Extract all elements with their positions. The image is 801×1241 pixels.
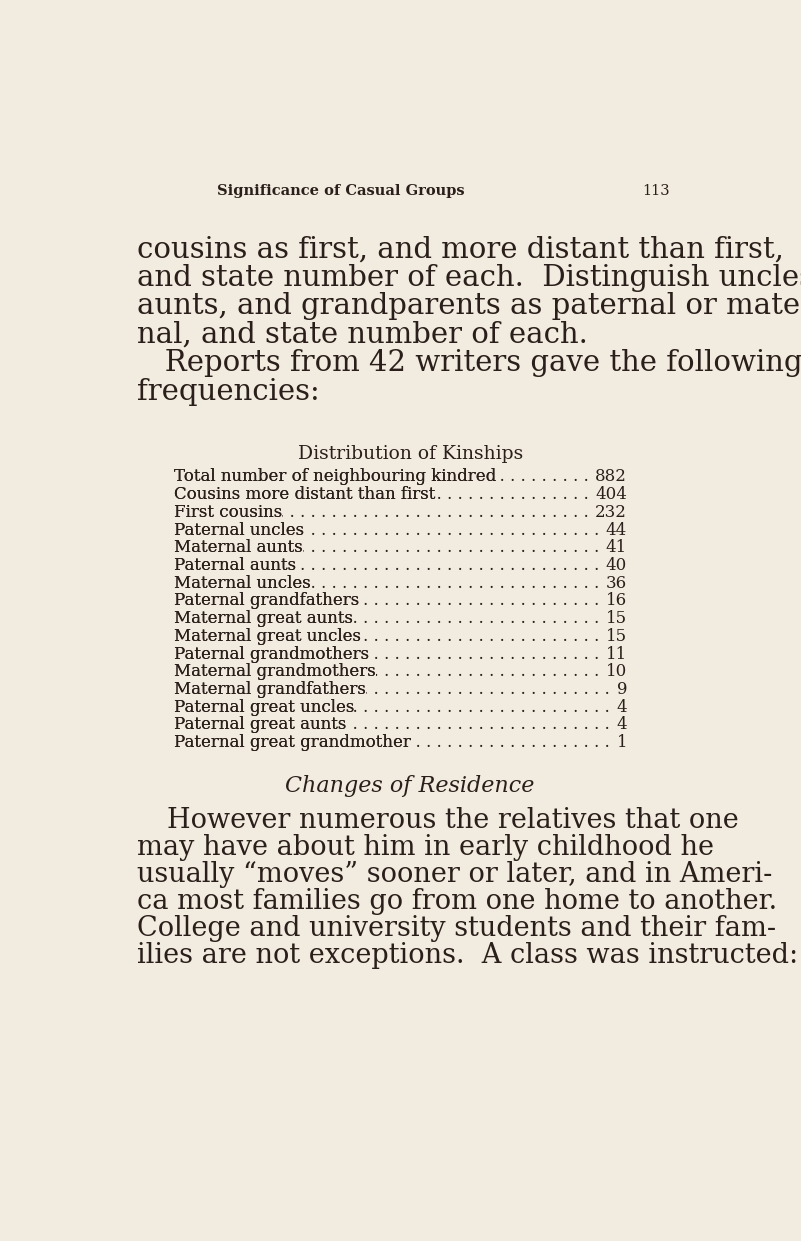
Text: 40: 40 xyxy=(606,557,627,575)
Text: Changes of Residence: Changes of Residence xyxy=(285,774,535,797)
Text: Maternal uncles: Maternal uncles xyxy=(174,575,311,592)
Text: . . . . . . . . . . . . . . . . . . . . . . . . . . . . . . . . . . . . . . . . : . . . . . . . . . . . . . . . . . . . . … xyxy=(174,486,610,503)
Text: 44: 44 xyxy=(606,521,627,539)
Text: Cousins more distant than first: Cousins more distant than first xyxy=(174,486,435,503)
Text: 4: 4 xyxy=(617,716,627,733)
Text: 882: 882 xyxy=(595,468,627,485)
Text: Maternal grandfathers: Maternal grandfathers xyxy=(174,681,365,697)
Text: 40: 40 xyxy=(606,557,627,575)
Text: 232: 232 xyxy=(595,504,627,521)
Text: Paternal aunts: Paternal aunts xyxy=(174,557,296,575)
Text: ilies are not exceptions.  A class was instructed:: ilies are not exceptions. A class was in… xyxy=(137,942,799,969)
Text: Maternal grandmothers: Maternal grandmothers xyxy=(174,663,376,680)
Text: College and university students and their fam-: College and university students and thei… xyxy=(137,915,776,942)
Text: Paternal grandfathers: Paternal grandfathers xyxy=(174,592,359,609)
Text: Paternal grandfathers: Paternal grandfathers xyxy=(174,592,359,609)
Text: 36: 36 xyxy=(606,575,627,592)
Text: 882: 882 xyxy=(595,468,627,485)
Text: Significance of Casual Groups: Significance of Casual Groups xyxy=(216,184,465,199)
Text: Paternal great grandmother: Paternal great grandmother xyxy=(174,735,411,751)
Text: Paternal great aunts: Paternal great aunts xyxy=(174,716,346,733)
Text: 404: 404 xyxy=(595,486,627,503)
Text: 36: 36 xyxy=(606,575,627,592)
Text: 232: 232 xyxy=(595,504,627,521)
Text: Maternal aunts: Maternal aunts xyxy=(174,540,303,556)
Text: 404: 404 xyxy=(595,486,627,503)
Text: Paternal aunts: Paternal aunts xyxy=(174,557,296,575)
Text: Paternal grandmothers: Paternal grandmothers xyxy=(174,645,369,663)
Text: Paternal grandmothers: Paternal grandmothers xyxy=(174,645,369,663)
Text: 113: 113 xyxy=(642,184,670,199)
Text: 11: 11 xyxy=(606,645,627,663)
Text: First cousins: First cousins xyxy=(174,504,282,521)
Text: 44: 44 xyxy=(606,521,627,539)
Text: usually “moves” sooner or later, and in Ameri-: usually “moves” sooner or later, and in … xyxy=(137,861,773,889)
Text: 15: 15 xyxy=(606,611,627,627)
Text: Maternal great uncles: Maternal great uncles xyxy=(174,628,360,645)
Text: cousins as first, and more distant than first,: cousins as first, and more distant than … xyxy=(137,235,784,263)
Text: . . . . . . . . . . . . . . . . . . . . . . . . . . . . . . . . . . . . . . . . : . . . . . . . . . . . . . . . . . . . . … xyxy=(174,735,610,751)
Text: Maternal uncles: Maternal uncles xyxy=(174,575,311,592)
Text: Maternal great uncles: Maternal great uncles xyxy=(174,628,360,645)
Text: . . . . . . . . . . . . . . . . . . . . . . . . . . . . . . . . . . . . . . . . : . . . . . . . . . . . . . . . . . . . . … xyxy=(174,557,610,575)
Text: 9: 9 xyxy=(617,681,627,697)
Text: . . . . . . . . . . . . . . . . . . . . . . . . . . . . . . . . . . . . . . . . : . . . . . . . . . . . . . . . . . . . . … xyxy=(174,575,610,592)
Text: 11: 11 xyxy=(606,645,627,663)
Text: . . . . . . . . . . . . . . . . . . . . . . . . . . . . . . . . . . . . . . . . : . . . . . . . . . . . . . . . . . . . . … xyxy=(174,628,610,645)
Text: Maternal great aunts: Maternal great aunts xyxy=(174,611,352,627)
Text: may have about him in early childhood he: may have about him in early childhood he xyxy=(137,834,714,861)
Text: . . . . . . . . . . . . . . . . . . . . . . . . . . . . . . . . . . . . . . . . : . . . . . . . . . . . . . . . . . . . . … xyxy=(174,681,610,697)
Text: aunts, and grandparents as paternal or mater-: aunts, and grandparents as paternal or m… xyxy=(137,292,801,320)
Text: 4: 4 xyxy=(617,716,627,733)
Text: However numerous the relatives that one: However numerous the relatives that one xyxy=(167,807,739,834)
Text: Maternal aunts: Maternal aunts xyxy=(174,540,303,556)
Text: First cousins: First cousins xyxy=(174,504,282,521)
Text: Paternal uncles: Paternal uncles xyxy=(174,521,304,539)
Text: Total number of neighbouring kindred: Total number of neighbouring kindred xyxy=(174,468,496,485)
Text: 4: 4 xyxy=(617,699,627,716)
Text: Maternal grandmothers: Maternal grandmothers xyxy=(174,663,376,680)
Text: . . . . . . . . . . . . . . . . . . . . . . . . . . . . . . . . . . . . . . . . : . . . . . . . . . . . . . . . . . . . . … xyxy=(174,592,610,609)
Text: 1: 1 xyxy=(617,735,627,751)
Text: Paternal great grandmother: Paternal great grandmother xyxy=(174,735,411,751)
Text: 1: 1 xyxy=(617,735,627,751)
Text: Maternal grandfathers: Maternal grandfathers xyxy=(174,681,365,697)
Text: . . . . . . . . . . . . . . . . . . . . . . . . . . . . . . . . . . . . . . . . : . . . . . . . . . . . . . . . . . . . . … xyxy=(174,645,610,663)
Text: Paternal great aunts: Paternal great aunts xyxy=(174,716,346,733)
Text: 10: 10 xyxy=(606,663,627,680)
Text: . . . . . . . . . . . . . . . . . . . . . . . . . . . . . . . . . . . . . . . . : . . . . . . . . . . . . . . . . . . . . … xyxy=(174,468,610,485)
Text: . . . . . . . . . . . . . . . . . . . . . . . . . . . . . . . . . . . . . . . . : . . . . . . . . . . . . . . . . . . . . … xyxy=(174,504,610,521)
Text: 10: 10 xyxy=(606,663,627,680)
Text: 4: 4 xyxy=(617,699,627,716)
Text: ca most families go from one home to another.: ca most families go from one home to ano… xyxy=(137,889,778,915)
Text: Reports from 42 writers gave the following: Reports from 42 writers gave the followi… xyxy=(137,349,801,377)
Text: . . . . . . . . . . . . . . . . . . . . . . . . . . . . . . . . . . . . . . . . : . . . . . . . . . . . . . . . . . . . . … xyxy=(174,699,610,716)
Text: Total number of neighbouring kindred: Total number of neighbouring kindred xyxy=(174,468,496,485)
Text: 41: 41 xyxy=(606,540,627,556)
Text: . . . . . . . . . . . . . . . . . . . . . . . . . . . . . . . . . . . . . . . . : . . . . . . . . . . . . . . . . . . . . … xyxy=(174,716,610,733)
Text: Paternal uncles: Paternal uncles xyxy=(174,521,304,539)
Text: 16: 16 xyxy=(606,592,627,609)
Text: Paternal great uncles: Paternal great uncles xyxy=(174,699,354,716)
Text: 9: 9 xyxy=(617,681,627,697)
Text: 15: 15 xyxy=(606,611,627,627)
Text: . . . . . . . . . . . . . . . . . . . . . . . . . . . . . . . . . . . . . . . . : . . . . . . . . . . . . . . . . . . . . … xyxy=(174,540,610,556)
Text: 16: 16 xyxy=(606,592,627,609)
Text: frequencies:: frequencies: xyxy=(137,377,320,406)
Text: . . . . . . . . . . . . . . . . . . . . . . . . . . . . . . . . . . . . . . . . : . . . . . . . . . . . . . . . . . . . . … xyxy=(174,611,610,627)
Text: Maternal great aunts: Maternal great aunts xyxy=(174,611,352,627)
Text: Cousins more distant than first: Cousins more distant than first xyxy=(174,486,435,503)
Text: . . . . . . . . . . . . . . . . . . . . . . . . . . . . . . . . . . . . . . . . : . . . . . . . . . . . . . . . . . . . . … xyxy=(174,521,610,539)
Text: 15: 15 xyxy=(606,628,627,645)
Text: . . . . . . . . . . . . . . . . . . . . . . . . . . . . . . . . . . . . . . . . : . . . . . . . . . . . . . . . . . . . . … xyxy=(174,663,610,680)
Text: and state number of each.  Distinguish uncles,: and state number of each. Distinguish un… xyxy=(137,263,801,292)
Text: Distribution of Kinships: Distribution of Kinships xyxy=(297,446,523,463)
Text: 15: 15 xyxy=(606,628,627,645)
Text: nal, and state number of each.: nal, and state number of each. xyxy=(137,320,588,349)
Text: 41: 41 xyxy=(606,540,627,556)
Text: Paternal great uncles: Paternal great uncles xyxy=(174,699,354,716)
